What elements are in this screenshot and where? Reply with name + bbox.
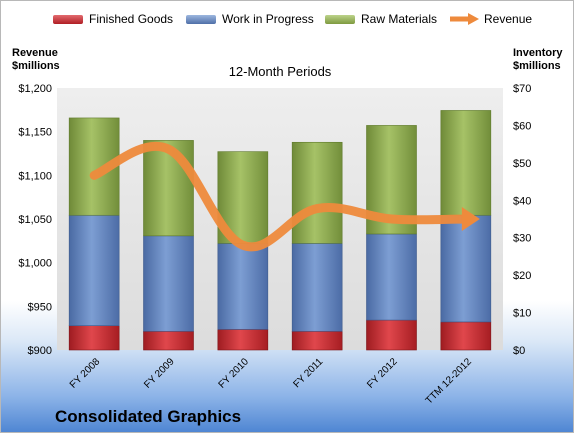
bar-work-in-progress-0 [68,214,120,326]
right-axis-title-line1: Inventory [513,47,563,59]
left-axis-tick-label: $950 [28,301,52,313]
legend-item-work-in-progress: Work in Progress [186,11,314,27]
right-axis-tick-label: $20 [513,270,531,282]
x-axis-category-label: FY 2011 [291,356,325,390]
legend-item-finished-goods: Finished Goods [53,11,173,27]
revenue-line [89,142,471,252]
x-axis-category-label: FY 2010 [217,356,252,391]
bar-finished-goods-0 [68,325,120,351]
legend-label-finished-goods: Finished Goods [89,12,174,26]
right-axis-tick-label: $40 [513,195,531,207]
left-axis-tick-label: $900 [28,345,52,357]
bar-work-in-progress-4 [366,233,417,321]
bar-finished-goods-5 [440,321,492,351]
bar-finished-goods-2 [217,329,269,351]
x-axis-category-label: TTM 12-2012 [424,356,475,407]
legend-item-raw-materials: Raw Materials [325,11,437,27]
legend-swatch-revenue [450,13,479,25]
right-axis-tick-label: $0 [513,345,525,357]
left-axis-title-line2: $millions [12,60,60,72]
legend-swatch-work-in-progress [186,14,216,24]
legend-label-raw-materials: Raw Materials [361,12,438,26]
bar-finished-goods-1 [143,330,194,351]
right-axis-tick-label: $70 [513,83,531,95]
x-axis-category-label: FY 2012 [365,356,400,391]
left-axis-title: Revenue $millions [12,47,60,73]
bar-finished-goods-4 [366,319,417,351]
bar-work-in-progress-1 [143,235,194,332]
bar-raw-materials-5 [440,110,492,216]
left-axis-tick-label: $1,050 [18,214,52,226]
x-axis-category-label: FY 2008 [68,356,103,391]
legend-item-revenue: Revenue [448,11,532,27]
x-axis-category-label: FY 2009 [142,356,177,391]
left-axis-title-line1: Revenue [12,47,58,59]
left-axis-tick-label: $1,200 [18,83,52,95]
chart-title: 12-Month Periods [229,64,332,79]
left-axis-tick-label: $1,150 [18,127,52,139]
legend-swatch-raw-materials [325,14,355,24]
left-axis-tick-label: $1,100 [18,170,52,182]
company-name: Consolidated Graphics [55,407,242,426]
bar-raw-materials-1 [143,140,194,237]
bar-work-in-progress-3 [291,243,343,332]
right-axis-tick-label: $60 [513,120,531,132]
right-axis-tick-label: $30 [513,233,531,245]
left-axis-tick-label: $1,000 [18,258,52,270]
right-axis-tick-label: $10 [513,308,531,320]
right-axis-tick-label: $50 [513,158,531,170]
right-axis-title: Inventory $millions [513,47,563,73]
legend-label-work-in-progress: Work in Progress [222,12,314,26]
bar-work-in-progress-5 [440,214,492,323]
legend-label-revenue: Revenue [484,12,533,26]
legend-swatch-finished-goods [53,14,83,24]
right-axis-title-line2: $millions [513,60,561,72]
revenue-line-arrowhead [461,207,480,231]
bar-work-in-progress-2 [217,243,269,330]
bar-finished-goods-3 [291,330,343,351]
bar-raw-materials-3 [291,141,343,244]
